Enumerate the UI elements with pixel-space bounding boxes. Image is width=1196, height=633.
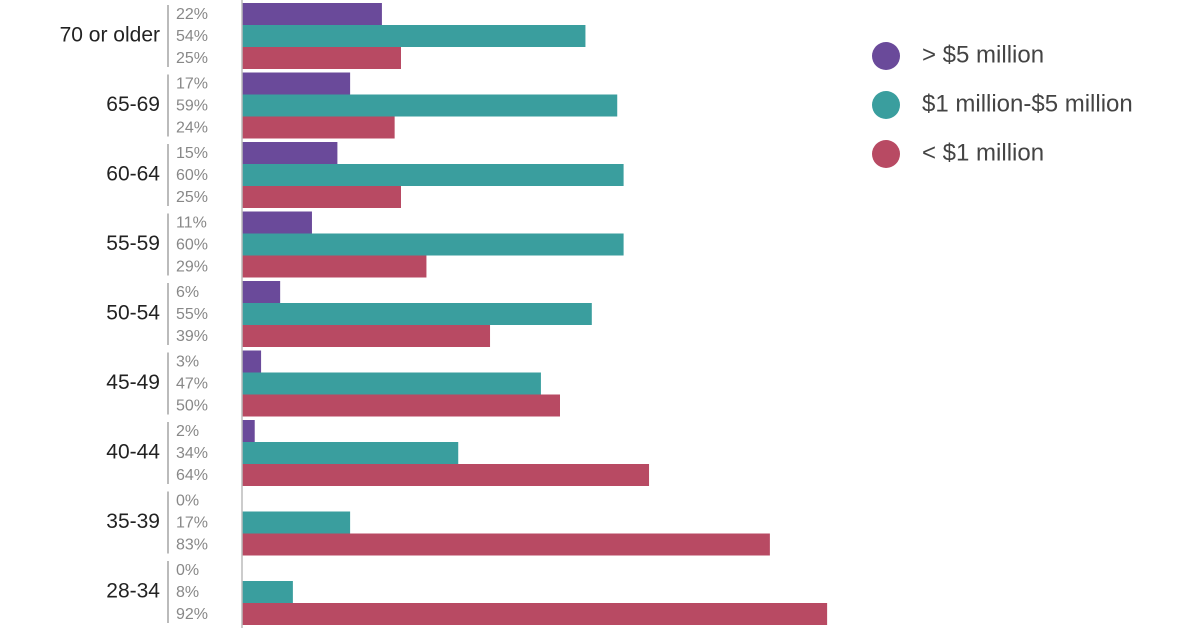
value-label: 29% bbox=[176, 259, 208, 276]
value-label: 50% bbox=[176, 398, 208, 415]
value-label: 64% bbox=[176, 467, 208, 484]
value-label: 55% bbox=[176, 306, 208, 323]
bar bbox=[242, 511, 351, 534]
bar bbox=[242, 72, 351, 95]
bar bbox=[242, 233, 624, 256]
value-label: 47% bbox=[176, 376, 208, 393]
category-label: 28-34 bbox=[106, 580, 160, 603]
value-label: 0% bbox=[176, 493, 199, 510]
bar bbox=[242, 164, 624, 186]
bar bbox=[242, 3, 382, 25]
category-label: 55-59 bbox=[106, 232, 160, 255]
value-label: 11% bbox=[176, 215, 207, 232]
value-label: 25% bbox=[176, 189, 208, 206]
bar bbox=[242, 350, 262, 373]
bar bbox=[242, 116, 395, 139]
bar bbox=[242, 325, 491, 347]
value-label: 39% bbox=[176, 328, 208, 345]
bar bbox=[242, 394, 560, 417]
value-label: 92% bbox=[176, 606, 208, 623]
value-label: 60% bbox=[176, 237, 208, 254]
bar bbox=[242, 186, 401, 208]
bar bbox=[242, 211, 312, 234]
legend-swatch bbox=[872, 91, 900, 119]
value-label: 6% bbox=[176, 284, 199, 301]
bar bbox=[242, 25, 586, 47]
value-label: 8% bbox=[176, 584, 199, 601]
bar bbox=[242, 303, 592, 325]
value-label: 34% bbox=[176, 445, 208, 462]
value-label: 24% bbox=[176, 120, 208, 137]
bar bbox=[242, 464, 650, 486]
legend-label: > $5 million bbox=[922, 41, 1044, 68]
bar bbox=[242, 94, 618, 117]
category-label: 65-69 bbox=[106, 93, 160, 116]
bar bbox=[242, 581, 293, 603]
value-label: 15% bbox=[176, 145, 208, 162]
bar bbox=[242, 142, 338, 164]
category-label: 35-39 bbox=[106, 510, 160, 533]
value-label: 17% bbox=[176, 515, 208, 532]
bar bbox=[242, 372, 541, 395]
category-label: 50-54 bbox=[106, 302, 160, 325]
category-label: 70 or older bbox=[60, 24, 160, 47]
bar bbox=[242, 442, 459, 464]
bar bbox=[242, 47, 401, 69]
bar bbox=[242, 420, 255, 442]
value-label: 60% bbox=[176, 167, 208, 184]
bar bbox=[242, 533, 770, 556]
value-label: 2% bbox=[176, 423, 199, 440]
legend-label: $1 million-$5 million bbox=[922, 90, 1133, 117]
legend-swatch bbox=[872, 140, 900, 168]
category-label: 60-64 bbox=[106, 163, 160, 186]
category-label: 45-49 bbox=[106, 371, 160, 394]
value-label: 25% bbox=[176, 50, 208, 67]
value-label: 22% bbox=[176, 6, 208, 23]
bar bbox=[242, 255, 427, 278]
value-label: 0% bbox=[176, 562, 199, 579]
value-label: 3% bbox=[176, 354, 199, 371]
value-label: 83% bbox=[176, 537, 208, 554]
legend-label: < $1 million bbox=[922, 139, 1044, 166]
value-label: 54% bbox=[176, 28, 208, 45]
value-label: 59% bbox=[176, 98, 208, 115]
category-label: 40-44 bbox=[106, 441, 160, 464]
bar bbox=[242, 603, 828, 625]
bar bbox=[242, 281, 281, 303]
value-label: 17% bbox=[176, 76, 208, 93]
legend-swatch bbox=[872, 42, 900, 70]
